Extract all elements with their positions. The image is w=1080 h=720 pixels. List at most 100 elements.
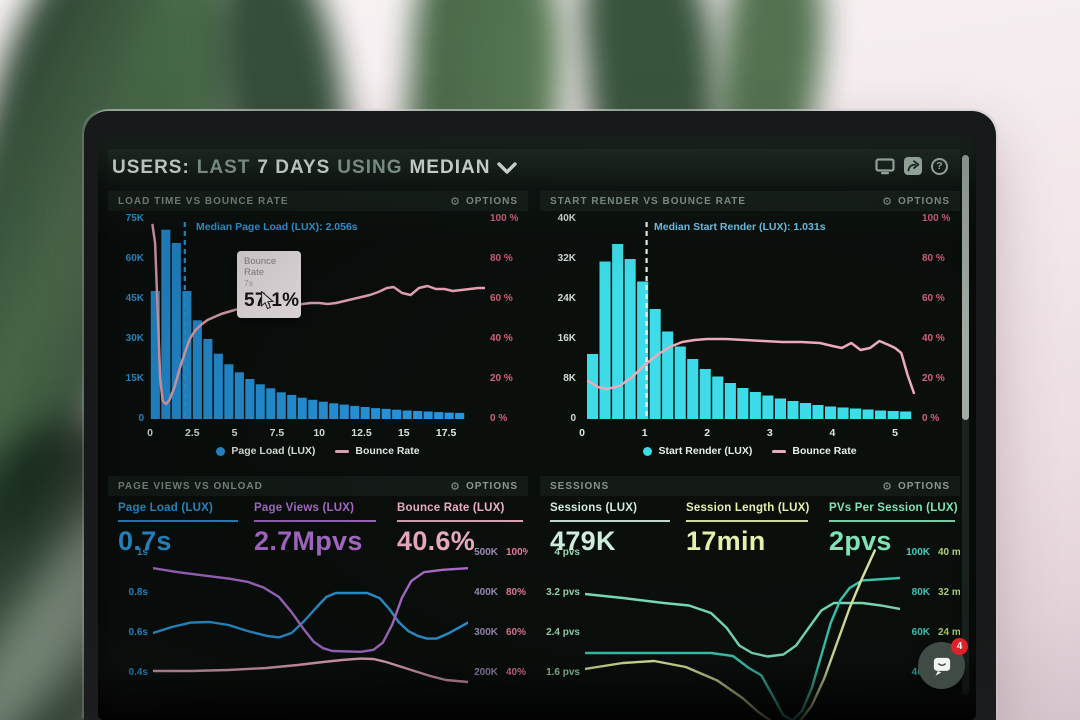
options-button[interactable]: ⚙ OPTIONS	[882, 194, 950, 208]
histogram-bar[interactable]	[900, 411, 912, 420]
chart-canvas[interactable]	[582, 216, 917, 421]
metric-underline	[686, 520, 808, 522]
line-series[interactable]	[585, 549, 876, 720]
histogram-bar[interactable]	[712, 376, 724, 420]
histogram-bar[interactable]	[799, 403, 811, 419]
histogram-bar[interactable]	[649, 309, 661, 419]
dropdown-chevron-icon[interactable]	[497, 159, 518, 181]
options-button[interactable]: ⚙ OPTIONS	[450, 479, 518, 493]
histogram-bar[interactable]	[455, 412, 465, 419]
axis-tick-label: 1	[641, 427, 648, 439]
dashboard-header: USERS: LAST 7 DAYS USING MEDIAN ?	[108, 149, 960, 189]
histogram-bar[interactable]	[837, 407, 849, 420]
line-series[interactable]	[151, 223, 486, 406]
chart-canvas[interactable]	[153, 548, 468, 720]
panel-title: START RENDER VS BOUNCE RATE	[550, 195, 747, 207]
histogram-bar[interactable]	[875, 410, 887, 420]
display-icon[interactable]	[875, 157, 895, 175]
histogram-bar[interactable]	[402, 410, 412, 420]
histogram-bar[interactable]	[434, 412, 444, 419]
options-button[interactable]: ⚙ OPTIONS	[882, 479, 950, 493]
histogram-bar[interactable]	[812, 405, 824, 419]
histogram-bar[interactable]	[329, 403, 339, 419]
histogram-bar[interactable]	[774, 398, 786, 420]
options-button[interactable]: ⚙ OPTIONS	[450, 194, 518, 208]
histogram-bar[interactable]	[887, 411, 899, 419]
histogram-bar[interactable]	[224, 364, 234, 419]
page-title: USERS: LAST 7 DAYS USING MEDIAN	[108, 157, 524, 181]
histogram-bar[interactable]	[318, 401, 328, 419]
panel-title: PAGE VIEWS VS ONLOAD	[118, 480, 263, 492]
share-export-icon[interactable]	[904, 157, 922, 175]
histogram-bar[interactable]	[662, 331, 674, 420]
histogram-bar[interactable]	[724, 383, 736, 419]
legend-swatch	[643, 446, 653, 456]
histogram-bar[interactable]	[624, 259, 636, 419]
histogram-bar[interactable]	[674, 346, 686, 420]
histogram-bar[interactable]	[737, 388, 749, 419]
axis-tick-label: 7.5	[269, 427, 285, 439]
histogram-bar[interactable]	[762, 395, 774, 420]
axis-tick-label: 12.5	[351, 427, 372, 439]
scrollbar-thumb[interactable]	[962, 155, 969, 420]
histogram-bar[interactable]	[599, 261, 611, 420]
histogram-bar[interactable]	[699, 369, 711, 419]
axis-tick-label: 1.6 pvs	[546, 667, 580, 678]
histogram-bar[interactable]	[687, 359, 699, 419]
histogram-bar[interactable]	[413, 411, 423, 419]
histogram-bar[interactable]	[266, 388, 276, 419]
metric-label: PVs Per Session (LUX)	[829, 502, 958, 514]
histogram-bar[interactable]	[612, 244, 624, 419]
line-series[interactable]	[153, 657, 468, 684]
histogram-bar[interactable]	[850, 408, 862, 420]
histogram-bar[interactable]	[308, 399, 318, 419]
help-glyph: ?	[936, 160, 943, 172]
histogram-bar[interactable]	[287, 395, 297, 419]
metric-label: Page Views (LUX)	[254, 502, 355, 514]
histogram-bar[interactable]	[192, 320, 202, 419]
histogram-bar[interactable]	[276, 392, 286, 419]
axis-tick-label: 0	[579, 427, 585, 439]
histogram-bar[interactable]	[749, 392, 761, 419]
panel-header: PAGE VIEWS VS ONLOAD ⚙ OPTIONS	[108, 476, 528, 496]
help-icon[interactable]: ?	[931, 157, 948, 175]
metric-underline	[397, 520, 523, 522]
histogram-bar[interactable]	[392, 409, 402, 419]
histogram-bar[interactable]	[245, 379, 255, 419]
line-series[interactable]	[153, 567, 468, 654]
histogram-bar[interactable]	[862, 409, 874, 420]
legend-item[interactable]: Bounce Rate	[772, 445, 857, 457]
chart-canvas[interactable]	[150, 216, 485, 421]
chart-canvas[interactable]	[585, 548, 900, 720]
histogram-bar[interactable]	[825, 406, 837, 420]
title-median: MEDIAN	[409, 157, 491, 178]
metric-value: 2pvs	[829, 526, 892, 556]
histogram-bar[interactable]	[787, 401, 799, 419]
legend-item[interactable]: Page Load (LUX)	[216, 445, 315, 457]
axis-tick-label: 100 %	[490, 213, 519, 224]
legend-item[interactable]: Bounce Rate	[335, 445, 420, 457]
legend-item[interactable]: Start Render (LUX)	[643, 445, 752, 457]
histogram-bar[interactable]	[213, 353, 223, 419]
histogram-bar[interactable]	[423, 411, 433, 420]
legend-label: Bounce Rate	[355, 445, 420, 457]
histogram-bar[interactable]	[371, 408, 381, 419]
chat-button[interactable]: 4	[918, 638, 968, 689]
histogram-bar[interactable]	[381, 408, 391, 419]
histogram-bar[interactable]	[444, 412, 454, 419]
axis-tick-label: 5	[231, 427, 238, 439]
laptop-bezel: USERS: LAST 7 DAYS USING MEDIAN ? LOAD TIME …	[84, 111, 996, 720]
histogram-bar[interactable]	[360, 407, 370, 419]
line-series[interactable]	[153, 591, 468, 640]
gear-icon: ⚙	[882, 194, 893, 208]
histogram-bar[interactable]	[297, 397, 307, 419]
histogram-bar[interactable]	[234, 372, 244, 419]
histogram-bar[interactable]	[339, 404, 349, 419]
title-using: USING	[337, 157, 403, 178]
histogram-bar[interactable]	[203, 339, 213, 419]
histogram-bar[interactable]	[255, 384, 265, 419]
scrollbar[interactable]	[962, 155, 969, 695]
metric-sessions-lux: Sessions (LUX) 479K	[550, 502, 670, 557]
histogram-bar[interactable]	[350, 405, 360, 419]
